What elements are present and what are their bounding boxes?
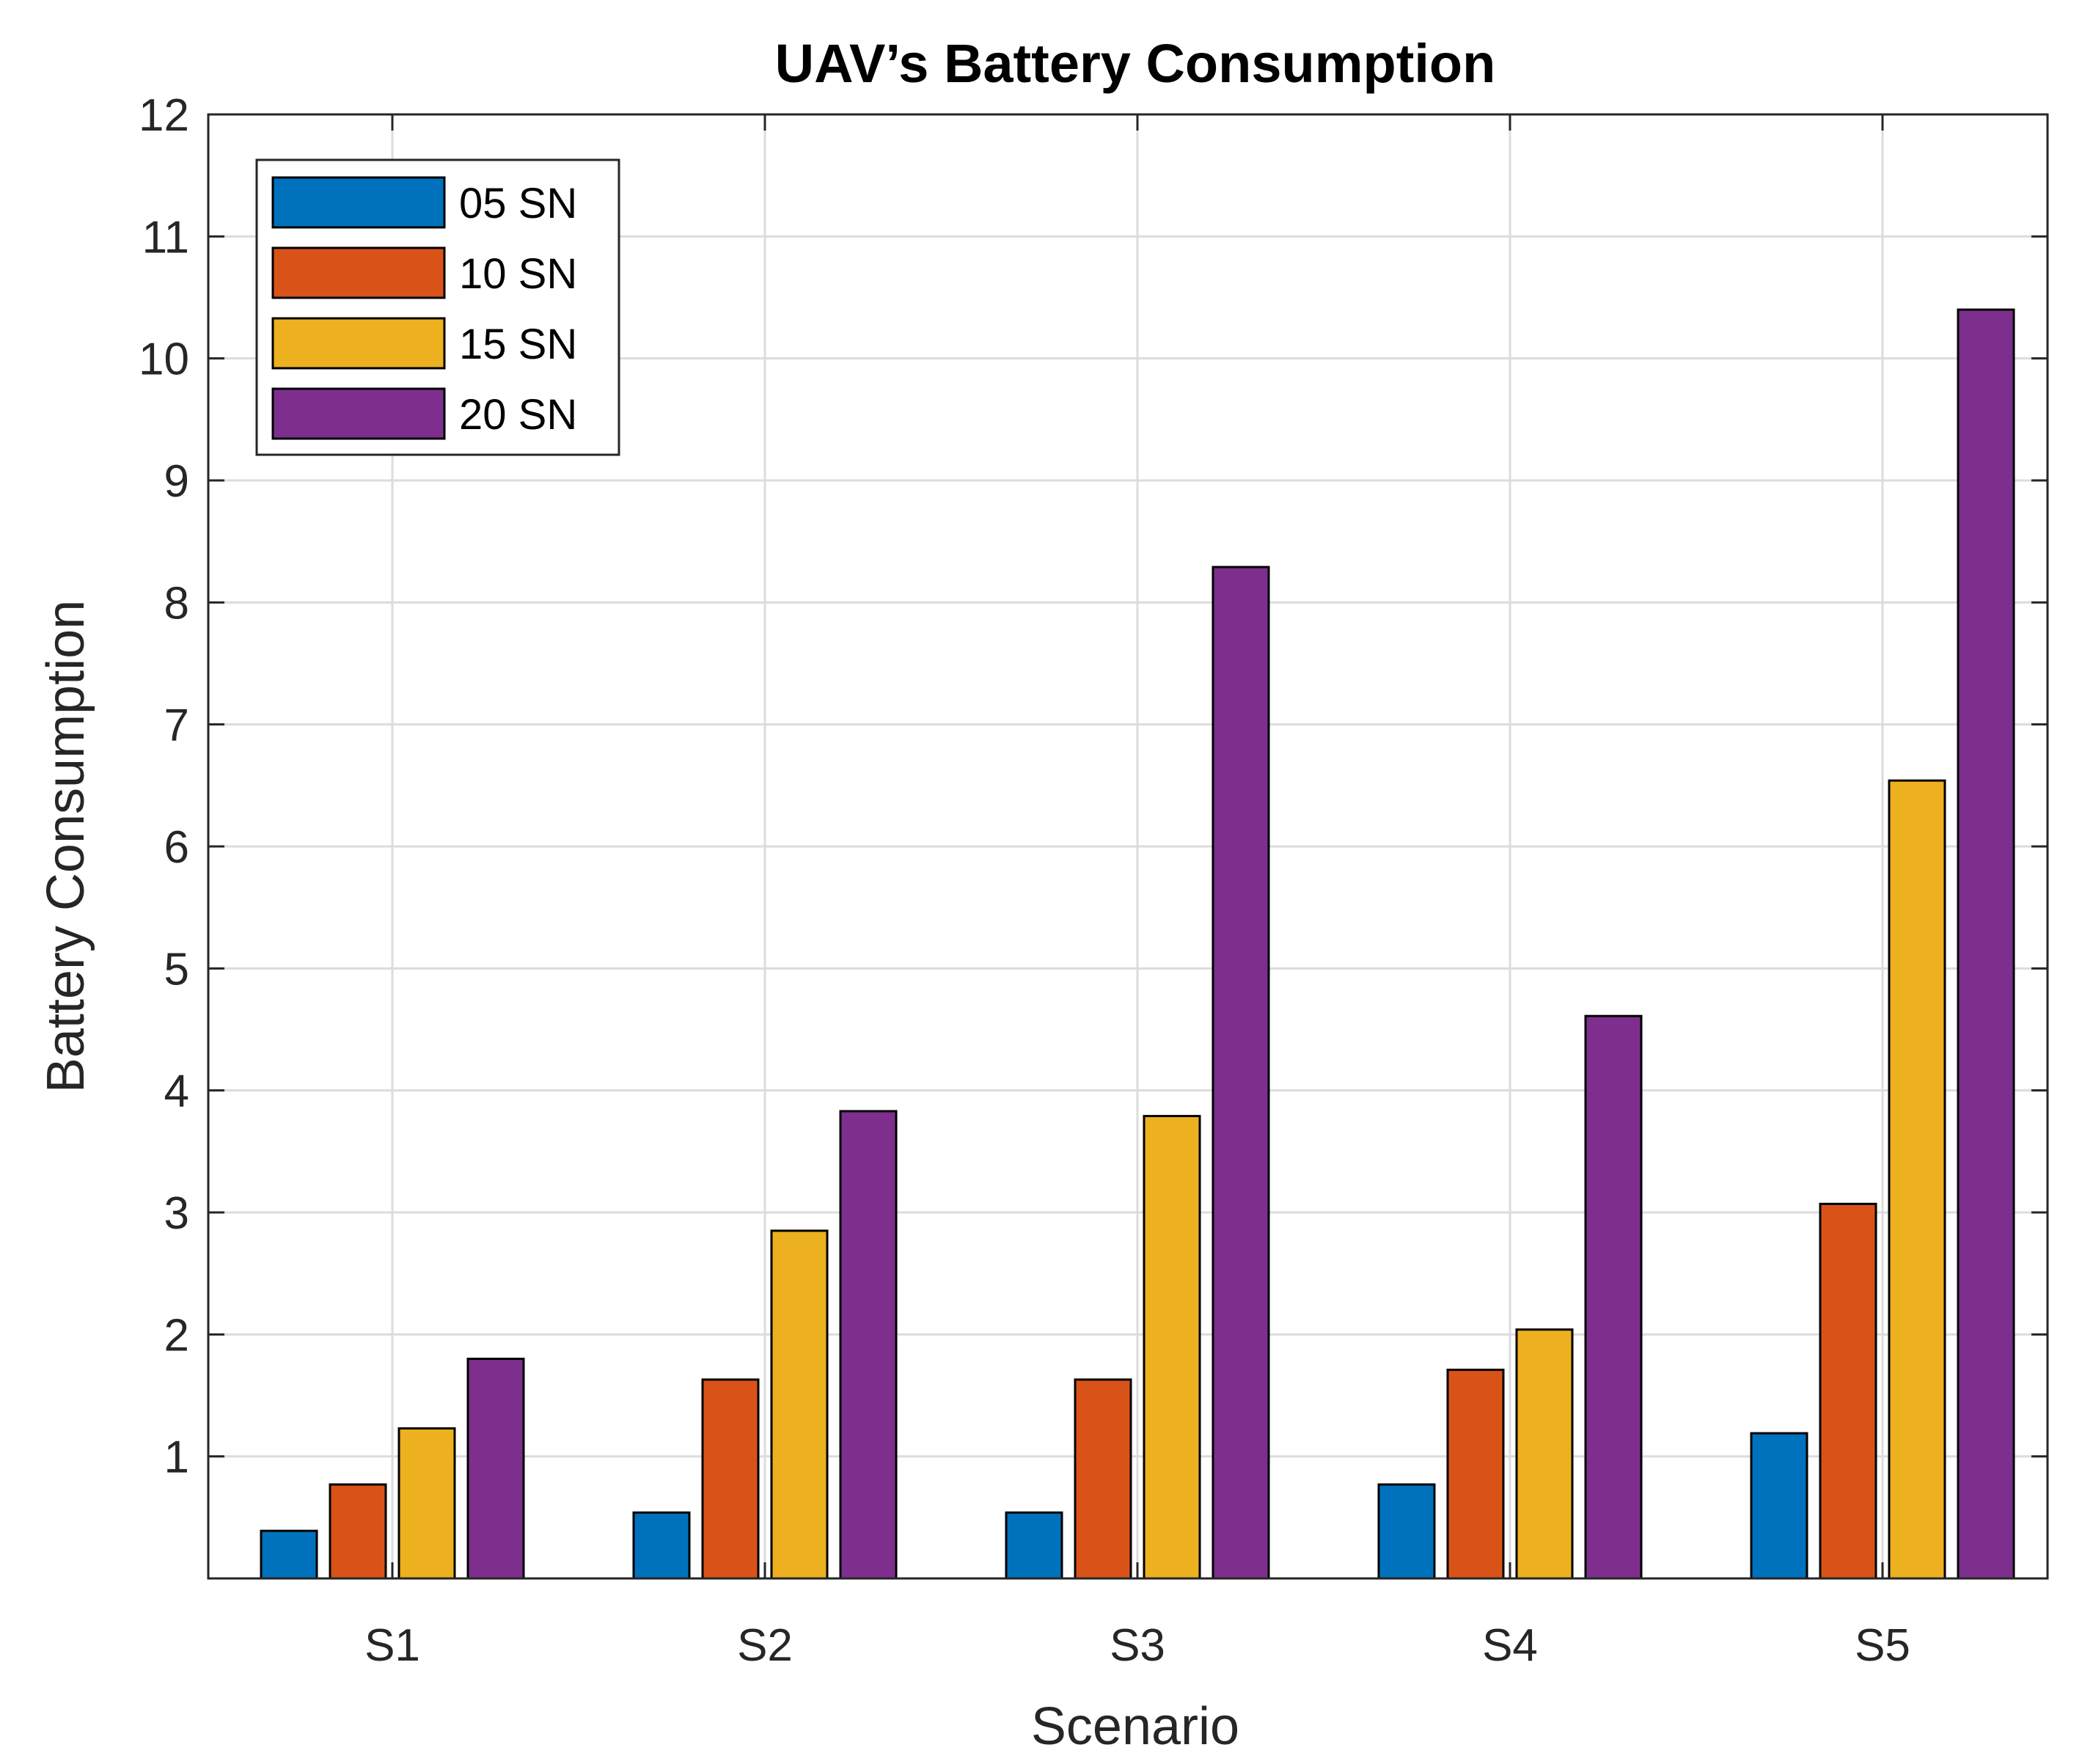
y-tick-label: 3: [164, 1188, 189, 1239]
x-tick-label: S1: [364, 1620, 420, 1671]
bar-10-sn-s1: [329, 1483, 387, 1580]
legend-swatch: [271, 317, 446, 370]
y-tick-label: 8: [164, 578, 189, 629]
x-tick-label: S4: [1482, 1620, 1538, 1671]
y-tick-label: 6: [164, 822, 189, 873]
chart-title: UAV’s Battery Consumption: [775, 33, 1496, 94]
bar-10-sn-s3: [1074, 1378, 1132, 1580]
bar-05-sn-s5: [1750, 1432, 1808, 1580]
legend-swatch: [271, 176, 446, 229]
legend: 05 SN 10 SN 15 SN 20 SN: [255, 158, 620, 456]
bar-15-sn-s1: [397, 1427, 456, 1580]
y-tick-label: 4: [164, 1066, 189, 1117]
bar-05-sn-s3: [1005, 1511, 1063, 1580]
y-tick-label: 2: [164, 1310, 189, 1361]
legend-label: 20 SN: [459, 391, 577, 439]
y-tick-label: 11: [142, 212, 189, 263]
x-tick-label: S5: [1855, 1620, 1910, 1671]
legend-label: 15 SN: [459, 321, 577, 368]
y-tick-label: 7: [164, 700, 189, 751]
bar-10-sn-s5: [1819, 1202, 1877, 1580]
bar-20-sn-s2: [839, 1110, 898, 1580]
bar-15-sn-s4: [1515, 1328, 1574, 1580]
bar-20-sn-s4: [1584, 1014, 1643, 1580]
bar-15-sn-s3: [1143, 1115, 1201, 1580]
y-tick-label: 10: [139, 334, 189, 385]
x-tick-label: S3: [1110, 1620, 1165, 1671]
bar-05-sn-s4: [1377, 1483, 1436, 1580]
x-axis-label: Scenario: [1031, 1697, 1239, 1756]
legend-label: 10 SN: [459, 250, 577, 298]
y-tick-label: 1: [164, 1432, 189, 1483]
bar-groups: [260, 308, 2015, 1580]
bar-20-sn-s3: [1212, 566, 1270, 1580]
y-tick-label: 12: [139, 90, 189, 141]
y-tick-label: 9: [164, 456, 189, 507]
bar-15-sn-s5: [1888, 779, 1946, 1580]
bar-10-sn-s4: [1446, 1369, 1505, 1580]
bar-15-sn-s2: [770, 1229, 829, 1580]
bar-10-sn-s2: [701, 1378, 760, 1580]
legend-swatch: [271, 387, 446, 440]
legend-label: 05 SN: [459, 180, 577, 227]
y-tick-label: 5: [164, 944, 189, 995]
bar-20-sn-s5: [1957, 308, 2015, 1580]
y-axis-label: Battery Consumption: [37, 600, 95, 1093]
x-tick-label: S2: [737, 1620, 793, 1671]
bar-05-sn-s1: [260, 1529, 318, 1580]
bar-20-sn-s1: [466, 1358, 525, 1580]
legend-swatch: [271, 246, 446, 299]
axis-ticks: [208, 113, 2048, 1578]
bar-05-sn-s2: [632, 1511, 691, 1580]
